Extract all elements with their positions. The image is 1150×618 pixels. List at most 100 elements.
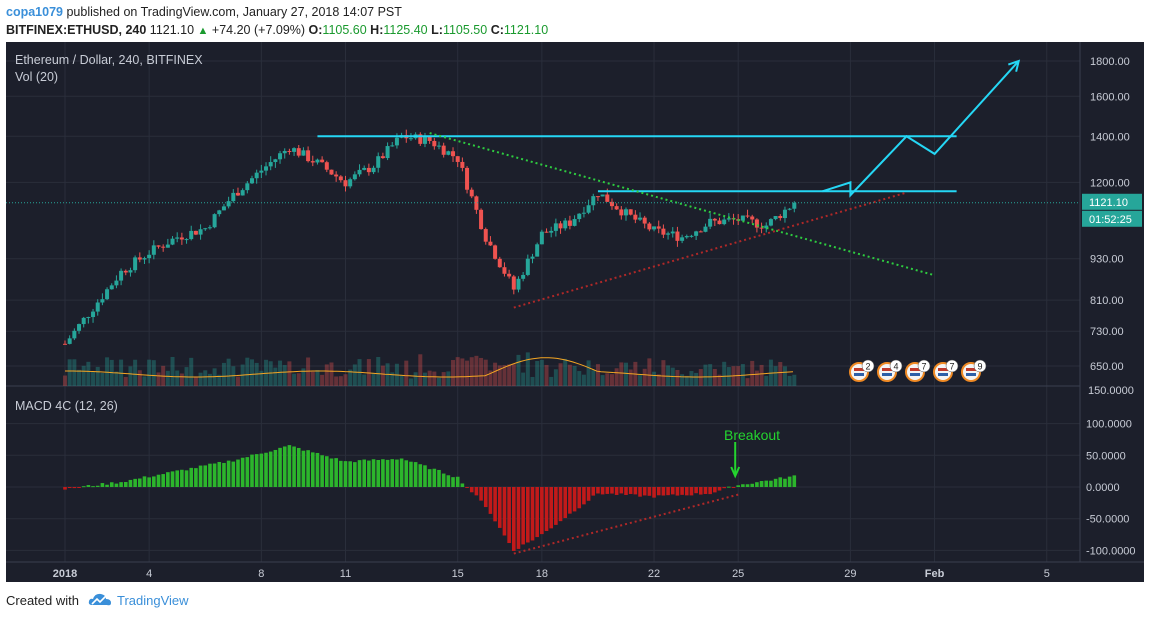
candle-body — [507, 273, 512, 277]
volume-bar — [624, 362, 628, 386]
candle-body — [264, 166, 269, 171]
macd-bar — [437, 469, 441, 487]
volume-bar — [469, 357, 474, 386]
candle-body — [600, 194, 605, 197]
volume-bar — [320, 374, 325, 386]
macd-bar — [334, 458, 338, 487]
volume-bar — [63, 375, 67, 386]
candle-body — [100, 299, 105, 303]
volume-bar — [207, 373, 212, 386]
volume-bar — [479, 357, 484, 386]
price-tick-label: 730.00 — [1090, 326, 1124, 338]
macd-bar — [259, 453, 264, 487]
candle-body — [170, 238, 175, 245]
volume-bar — [544, 364, 549, 386]
macd-bar — [731, 487, 736, 488]
macd-bar — [208, 463, 212, 487]
candle-body — [638, 217, 643, 220]
volume-bar — [652, 371, 657, 386]
candle-body — [352, 174, 357, 180]
macd-bar — [446, 475, 451, 487]
publish-line: copa1079 published on TradingView.com, J… — [6, 5, 402, 19]
volume-bar — [773, 366, 778, 386]
badge-count: 2 — [865, 362, 870, 372]
candle-body — [563, 220, 568, 229]
macd-bar — [390, 459, 395, 487]
volume-bar — [666, 365, 671, 386]
price-axis-bg — [1080, 42, 1144, 582]
volume-bar — [427, 370, 432, 386]
candle-body — [689, 235, 694, 237]
volume-bar — [553, 369, 558, 386]
candle-body — [670, 231, 675, 234]
candle-body — [105, 289, 110, 300]
candle-body — [161, 246, 166, 248]
macd-title: MACD 4C (12, 26) — [15, 399, 118, 413]
tradingview-link[interactable]: TradingView — [117, 593, 189, 608]
candle-body — [137, 257, 142, 260]
volume-bar — [525, 352, 530, 386]
macd-bar — [310, 452, 315, 487]
author-link[interactable]: copa1079 — [6, 5, 63, 19]
candle-body — [376, 156, 381, 168]
macd-tick-label: -100.0000 — [1086, 545, 1136, 557]
macd-bar — [642, 487, 647, 496]
candle-body — [221, 206, 226, 211]
volume-bar — [179, 373, 184, 386]
volume-bar — [137, 370, 142, 386]
time-tick-label: 4 — [146, 568, 152, 580]
volume-bar — [680, 374, 685, 386]
volume-scale-label: 150.0000 — [1088, 385, 1134, 397]
volume-bar — [315, 370, 320, 386]
candle-body — [329, 169, 334, 175]
candle-body — [619, 209, 624, 216]
volume-bar — [507, 364, 512, 386]
volume-bar — [151, 360, 156, 386]
chart-container[interactable]: 2 4 7 7 9 1800.00 1600.00 1400.00 1200.00 930.00… — [6, 42, 1144, 582]
candle-body — [91, 311, 96, 318]
candle-body — [642, 217, 647, 224]
candle-body — [315, 159, 320, 163]
low-label: L: — [431, 23, 443, 37]
volume-bar — [376, 356, 381, 386]
macd-bar — [614, 487, 619, 495]
candle-body — [203, 228, 208, 230]
volume-bar — [100, 372, 105, 386]
volume-bar — [259, 370, 264, 386]
macd-bar — [166, 472, 170, 487]
chart-svg[interactable]: 2 4 7 7 9 1800.00 1600.00 1400.00 1200.00 930.00… — [6, 42, 1144, 582]
candle-body — [694, 231, 699, 236]
volume-bar — [422, 372, 427, 386]
volume-bar — [165, 370, 170, 386]
macd-bar — [554, 487, 558, 525]
macd-bar — [376, 459, 381, 487]
macd-bar — [287, 445, 292, 487]
volume-bar — [628, 369, 633, 386]
macd-bar — [114, 483, 119, 487]
candle-body — [652, 226, 657, 230]
volume-bar — [778, 362, 783, 386]
candle-body — [782, 209, 787, 219]
volume-bar — [441, 372, 446, 386]
volume-bar — [301, 368, 306, 386]
macd-bar — [301, 450, 306, 487]
volume-bar — [698, 369, 703, 386]
volume-ma-line — [65, 357, 794, 378]
macd-bar — [713, 487, 717, 493]
candle-body — [722, 219, 727, 225]
macd-bar — [699, 487, 703, 495]
macd-bar — [451, 477, 455, 487]
macd-bar — [128, 479, 133, 487]
candle-body — [156, 245, 161, 247]
candle-body — [292, 148, 297, 152]
time-tick-label: 2018 — [53, 568, 77, 580]
macd-bar — [339, 460, 343, 487]
volume-bar — [352, 364, 357, 386]
macd-bar — [661, 487, 666, 496]
candle-body — [581, 212, 586, 214]
candle-body — [179, 237, 184, 240]
volume-bar — [647, 358, 652, 386]
flag-stripe — [882, 368, 892, 371]
volume-bar — [128, 366, 133, 386]
candle-body — [128, 270, 133, 273]
